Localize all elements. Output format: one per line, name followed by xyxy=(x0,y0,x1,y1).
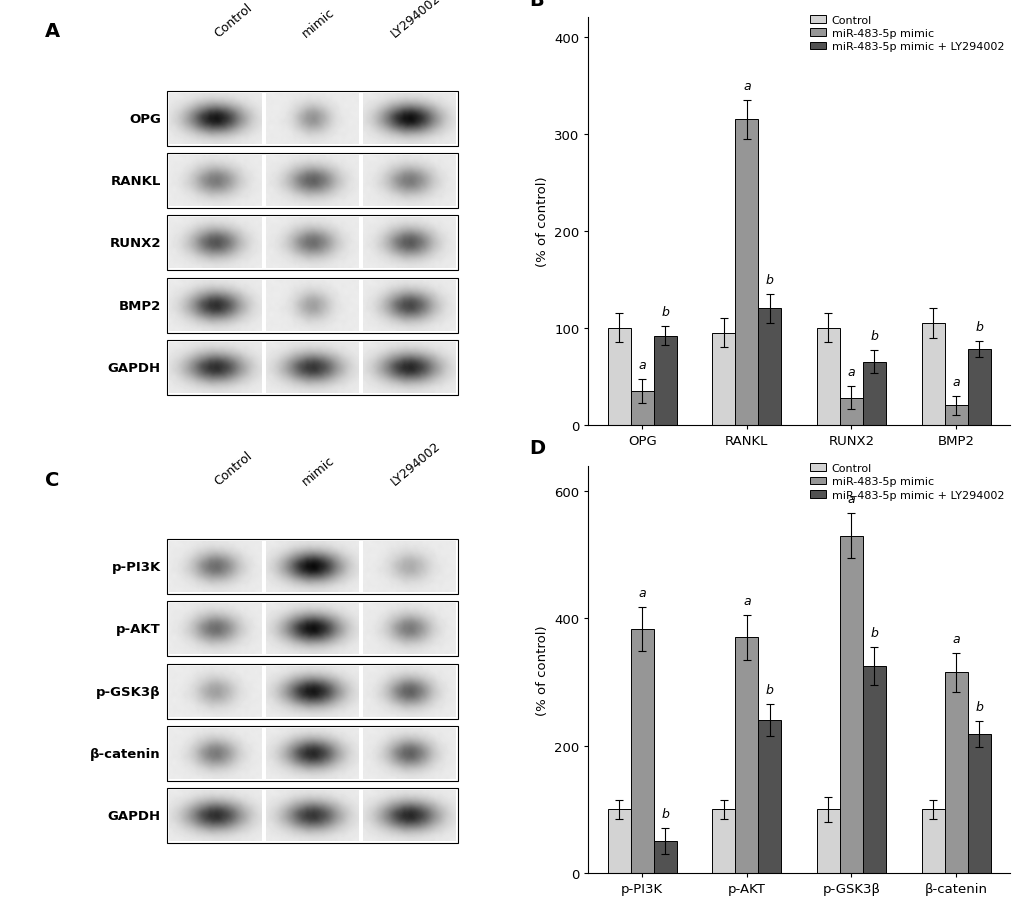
Bar xyxy=(735,638,757,873)
FancyBboxPatch shape xyxy=(167,92,458,146)
Bar xyxy=(921,323,944,425)
Bar xyxy=(757,309,781,425)
FancyBboxPatch shape xyxy=(167,726,458,781)
Bar xyxy=(630,630,653,873)
Bar xyxy=(757,720,781,873)
Text: p-GSK3β: p-GSK3β xyxy=(96,685,161,698)
Text: a: a xyxy=(638,358,645,371)
Bar xyxy=(607,328,630,425)
Bar xyxy=(921,810,944,873)
Text: a: a xyxy=(742,595,750,607)
Text: p-PI3K: p-PI3K xyxy=(111,561,161,573)
FancyBboxPatch shape xyxy=(167,789,458,844)
Legend: Control, miR-483-5p mimic, miR-483-5p mimic + LY294002: Control, miR-483-5p mimic, miR-483-5p mi… xyxy=(809,16,1004,52)
Bar xyxy=(816,810,839,873)
Text: Control: Control xyxy=(211,449,254,488)
FancyBboxPatch shape xyxy=(167,216,458,271)
Text: b: b xyxy=(660,808,668,821)
Text: a: a xyxy=(952,375,959,388)
Text: a: a xyxy=(638,586,645,599)
Text: a: a xyxy=(952,632,959,645)
Text: b: b xyxy=(974,321,982,334)
FancyBboxPatch shape xyxy=(167,664,458,719)
FancyBboxPatch shape xyxy=(167,341,458,396)
Text: p-AKT: p-AKT xyxy=(116,622,161,636)
Bar xyxy=(653,336,676,425)
Text: mimic: mimic xyxy=(300,6,337,40)
Text: OPG: OPG xyxy=(128,113,161,126)
Bar xyxy=(967,734,989,873)
Bar xyxy=(839,536,862,873)
Text: b: b xyxy=(660,305,668,318)
Text: GAPDH: GAPDH xyxy=(108,810,161,823)
Text: RUNX2: RUNX2 xyxy=(109,237,161,250)
Bar xyxy=(862,666,886,873)
Text: b: b xyxy=(765,274,773,287)
Bar xyxy=(711,334,735,425)
Bar xyxy=(839,398,862,425)
Text: a: a xyxy=(742,80,750,93)
Legend: Control, miR-483-5p mimic, miR-483-5p mimic + LY294002: Control, miR-483-5p mimic, miR-483-5p mi… xyxy=(809,463,1004,500)
Y-axis label: (% of control): (% of control) xyxy=(535,624,548,715)
Bar xyxy=(607,810,630,873)
Y-axis label: (% of control): (% of control) xyxy=(535,176,548,267)
FancyBboxPatch shape xyxy=(167,153,458,209)
Bar xyxy=(735,120,757,425)
Text: b: b xyxy=(974,700,982,713)
Text: b: b xyxy=(869,626,877,639)
Text: BMP2: BMP2 xyxy=(118,300,161,312)
Bar xyxy=(862,362,886,425)
Text: LY294002: LY294002 xyxy=(388,439,442,488)
Text: a: a xyxy=(847,366,855,379)
Text: GAPDH: GAPDH xyxy=(108,362,161,375)
Text: LY294002: LY294002 xyxy=(388,0,442,40)
Bar xyxy=(944,406,967,425)
Text: b: b xyxy=(765,684,773,697)
FancyBboxPatch shape xyxy=(167,602,458,656)
Bar xyxy=(816,328,839,425)
Bar xyxy=(711,810,735,873)
Text: RANKL: RANKL xyxy=(110,175,161,187)
Text: A: A xyxy=(45,22,60,41)
Text: a: a xyxy=(847,493,855,505)
Text: B: B xyxy=(529,0,544,10)
Text: Control: Control xyxy=(211,2,254,40)
Bar xyxy=(653,841,676,873)
Bar xyxy=(944,673,967,873)
Text: β-catenin: β-catenin xyxy=(90,747,161,760)
Text: D: D xyxy=(529,439,545,458)
Text: b: b xyxy=(869,330,877,343)
Text: C: C xyxy=(45,471,59,489)
Bar xyxy=(967,350,989,425)
Bar xyxy=(630,391,653,425)
Text: mimic: mimic xyxy=(300,454,337,488)
FancyBboxPatch shape xyxy=(167,278,458,334)
FancyBboxPatch shape xyxy=(167,539,458,595)
